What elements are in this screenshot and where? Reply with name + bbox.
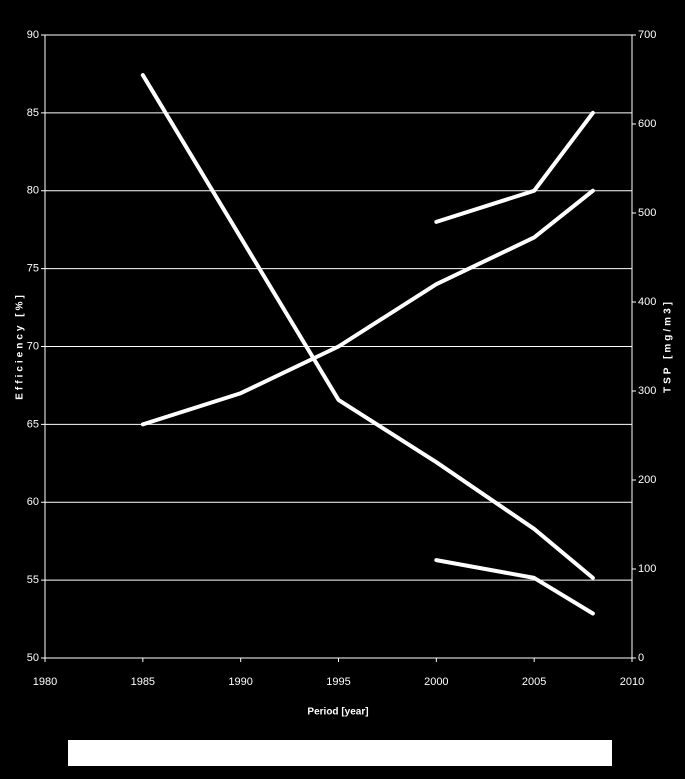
x-tick-label: 1995 <box>326 676 350 688</box>
x-tick-label: 2005 <box>522 676 546 688</box>
y2-tick-label: 700 <box>638 29 656 41</box>
y-tick-label: 50 <box>27 652 39 664</box>
y2-tick-label: 0 <box>638 652 644 664</box>
y-tick-label: 65 <box>27 418 39 430</box>
data-line <box>434 558 595 616</box>
y-tick-label: 55 <box>27 574 39 586</box>
y-tick-label: 80 <box>27 185 39 197</box>
x-tick-label: 2010 <box>620 676 644 688</box>
data-line <box>140 73 595 580</box>
y-axis-label: Efficiency [%] <box>15 292 26 400</box>
y2-tick-label: 500 <box>638 207 656 219</box>
y-tick-label: 60 <box>27 496 39 508</box>
data-line <box>434 110 595 224</box>
y2-axis-label: TSP [mg/m3] <box>663 299 674 393</box>
x-axis-label: Period [year] <box>307 707 368 718</box>
y2-tick-label: 400 <box>638 296 656 308</box>
y2-tick-label: 600 <box>638 118 656 130</box>
x-tick-label: 1980 <box>33 676 57 688</box>
data-line <box>140 188 595 427</box>
legend-box <box>68 740 612 766</box>
y-tick-label: 90 <box>27 29 39 41</box>
y-tick-label: 75 <box>27 263 39 275</box>
y2-tick-label: 300 <box>638 385 656 397</box>
y-tick-label: 85 <box>27 107 39 119</box>
x-tick-label: 2000 <box>424 676 448 688</box>
x-tick-label: 1985 <box>131 676 155 688</box>
y2-tick-label: 100 <box>638 563 656 575</box>
y-tick-label: 70 <box>27 340 39 352</box>
y2-tick-label: 200 <box>638 474 656 486</box>
x-tick-label: 1990 <box>228 676 252 688</box>
